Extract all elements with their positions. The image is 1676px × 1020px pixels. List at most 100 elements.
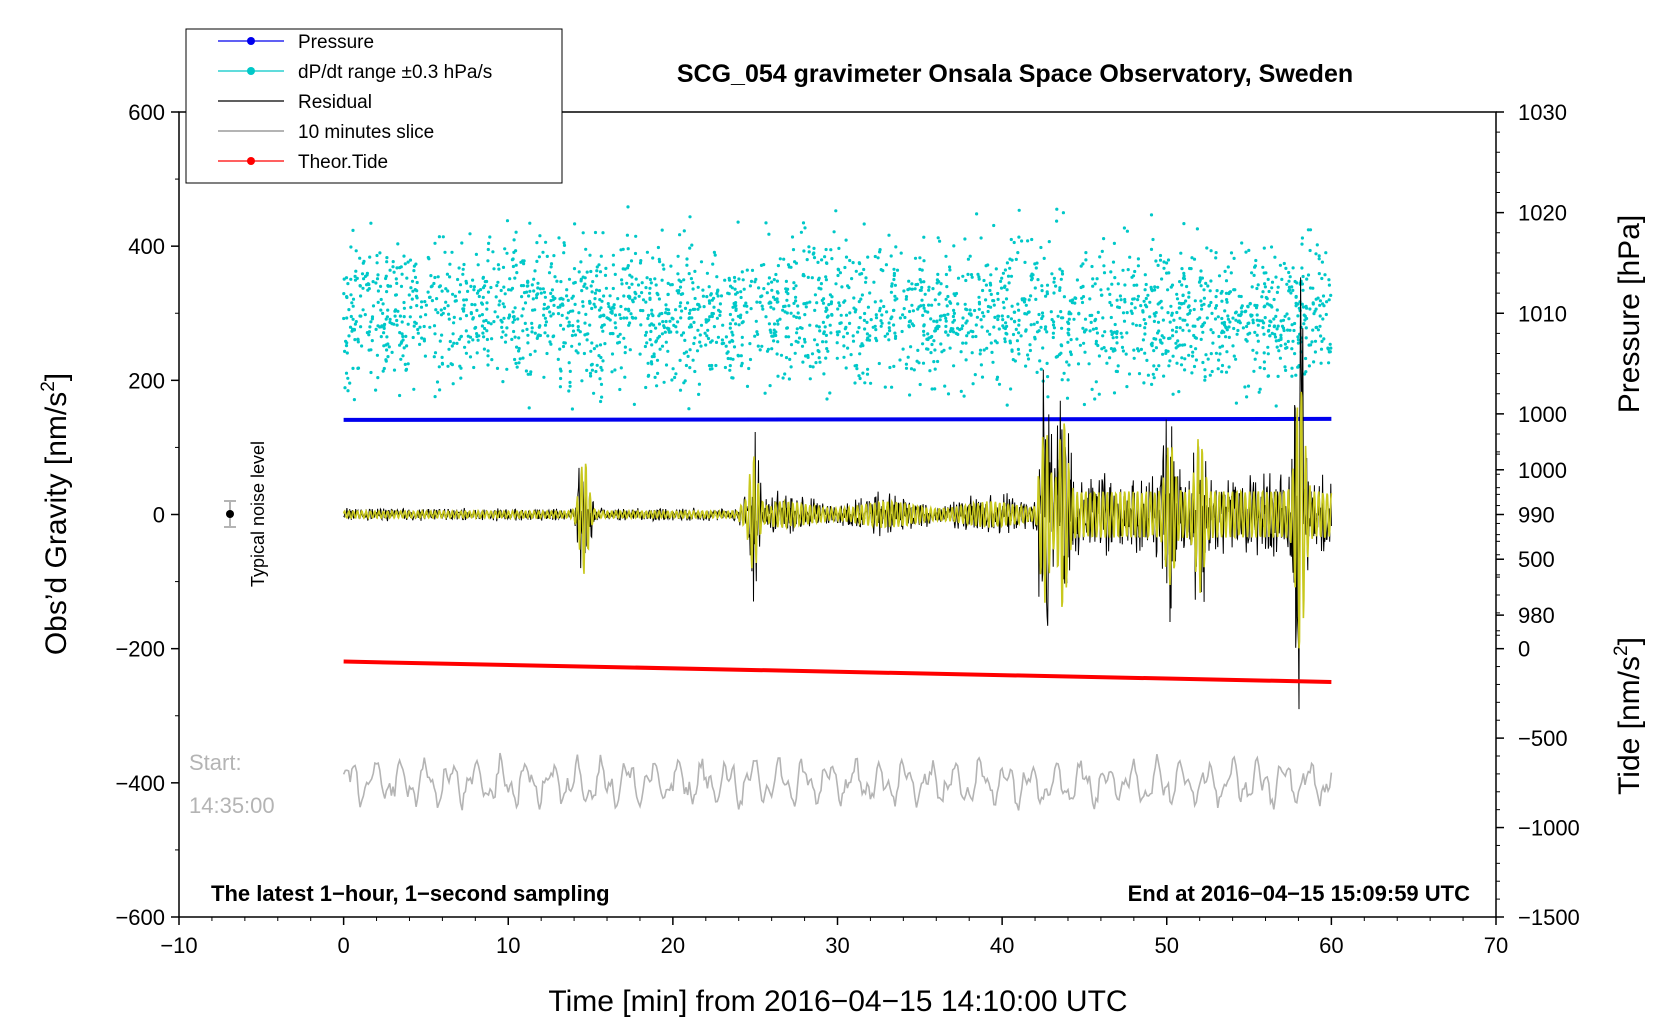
dpdt-point	[776, 340, 780, 344]
dpdt-point	[877, 361, 881, 366]
dpdt-point	[511, 264, 515, 269]
dpdt-point	[744, 301, 748, 305]
dpdt-point	[1151, 372, 1155, 376]
dpdt-point	[1002, 306, 1006, 310]
dpdt-point	[514, 361, 518, 365]
dpdt-point	[1274, 339, 1278, 343]
dpdt-point	[938, 314, 943, 318]
dpdt-point	[529, 370, 533, 374]
dpdt-point	[673, 375, 677, 380]
dpdt-point	[574, 349, 578, 353]
dpdt-point	[1190, 371, 1194, 375]
dpdt-point	[868, 334, 872, 338]
x-tick-label: 70	[1484, 933, 1508, 958]
dpdt-point	[458, 317, 462, 321]
dpdt-point	[935, 281, 939, 285]
dpdt-point	[1325, 300, 1329, 304]
start-time: 14:35:00	[189, 793, 275, 818]
dpdt-point	[1202, 296, 1206, 300]
dpdt-point	[402, 315, 406, 319]
dpdt-point	[390, 350, 394, 354]
dpdt-point	[595, 344, 599, 348]
dpdt-point	[1156, 320, 1161, 324]
dpdt-point	[1324, 312, 1328, 317]
dpdt-point	[480, 313, 484, 317]
dpdt-point	[690, 243, 694, 247]
dpdt-point	[817, 350, 821, 354]
dpdt-point	[628, 295, 632, 299]
dpdt-point	[522, 259, 526, 263]
dpdt-point	[1296, 314, 1300, 318]
dpdt-point	[1213, 317, 1218, 321]
dpdt-point	[354, 269, 358, 273]
dpdt-point	[1218, 352, 1222, 356]
dpdt-point	[892, 267, 896, 271]
dpdt-point	[737, 323, 741, 327]
dpdt-point	[513, 357, 517, 362]
dpdt-point	[849, 353, 853, 357]
dpdt-point	[693, 296, 697, 301]
dpdt-point	[712, 250, 717, 254]
dpdt-point	[767, 276, 772, 280]
dpdt-point	[1167, 336, 1171, 341]
dpdt-point	[457, 337, 461, 341]
dpdt-point	[573, 222, 577, 226]
dpdt-point	[926, 332, 930, 336]
dpdt-point	[628, 273, 632, 277]
dpdt-point	[725, 351, 729, 355]
dpdt-point	[1012, 240, 1016, 245]
dpdt-point	[1030, 237, 1034, 242]
dpdt-point	[451, 292, 455, 296]
dpdt-point	[436, 311, 440, 315]
dpdt-point	[451, 332, 455, 336]
dpdt-point	[1314, 307, 1318, 311]
dpdt-point	[1009, 317, 1014, 321]
pressure-tick-label: 1000	[1518, 402, 1567, 427]
dpdt-point	[1153, 285, 1157, 289]
dpdt-point	[401, 334, 405, 339]
dpdt-point	[1162, 374, 1166, 378]
dpdt-point	[568, 380, 572, 384]
dpdt-point	[432, 324, 437, 328]
dpdt-point	[1234, 357, 1238, 361]
dpdt-point	[853, 381, 857, 385]
dpdt-point	[740, 270, 744, 274]
dpdt-point	[448, 275, 452, 279]
dpdt-point	[817, 356, 821, 360]
dpdt-point	[634, 316, 638, 320]
dpdt-point	[386, 342, 390, 346]
dpdt-point	[684, 350, 689, 354]
dpdt-point	[349, 293, 353, 297]
dpdt-point	[382, 331, 386, 335]
dpdt-point	[866, 367, 870, 371]
dpdt-point	[368, 325, 372, 329]
dpdt-point	[862, 318, 867, 322]
dpdt-point	[645, 276, 649, 280]
dpdt-point	[653, 375, 657, 379]
dpdt-point	[979, 318, 983, 322]
dpdt-point	[1162, 260, 1166, 264]
dpdt-point	[1154, 259, 1158, 263]
dpdt-point	[768, 300, 772, 304]
dpdt-point	[734, 292, 738, 296]
dpdt-point	[1287, 279, 1291, 283]
dpdt-point	[538, 324, 542, 328]
dpdt-point	[985, 329, 990, 333]
dpdt-point	[680, 309, 684, 313]
dpdt-point	[599, 399, 603, 404]
dpdt-point	[740, 335, 744, 339]
dpdt-point	[1207, 304, 1211, 308]
dpdt-point	[485, 301, 489, 305]
dpdt-point	[1087, 362, 1091, 366]
dpdt-point	[559, 376, 563, 381]
dpdt-point	[513, 306, 517, 310]
dpdt-point	[731, 333, 735, 337]
dpdt-point	[1278, 356, 1282, 360]
dpdt-point	[843, 299, 847, 303]
dpdt-point	[652, 354, 656, 359]
dpdt-point	[1051, 335, 1055, 340]
dpdt-point	[634, 292, 638, 296]
dpdt-point	[992, 325, 996, 329]
dpdt-point	[1281, 318, 1286, 322]
dpdt-point	[889, 254, 893, 258]
